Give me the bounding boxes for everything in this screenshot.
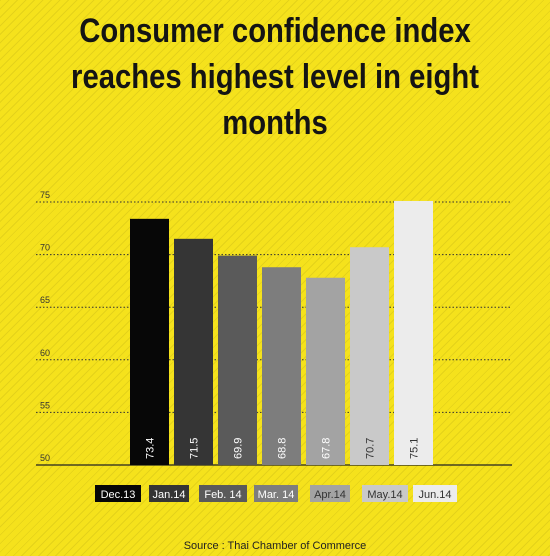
legend-swatch [95,485,141,502]
y-tick-label: 75 [40,190,50,200]
bar [130,218,169,465]
data-label: 69.9 [233,438,245,459]
legend-label: Mar. 14 [258,489,295,501]
data-labels: 73.4 71.5 69.9 68.8 67.8 70.7 75.1 [145,438,421,459]
y-tick-label: 70 [40,243,50,253]
data-label: 71.5 [189,438,201,459]
bar [394,200,433,465]
data-label: 73.4 [145,438,157,459]
legend: Dec.13 Jan.14 Feb. 14 Mar. 14 Apr.14 May.14 Ju… [95,485,457,502]
bar [306,277,345,465]
y-tick-label: 50 [40,453,50,463]
data-label: 70.7 [365,438,377,459]
legend-label: Feb. 14 [204,489,241,501]
legend-swatch [254,485,298,502]
data-label: 68.8 [277,438,289,459]
bar [350,247,389,465]
y-axis-ticks: 50 55 60 65 70 75 [40,190,50,463]
legend-swatch [199,485,247,502]
y-tick-label: 65 [40,295,50,305]
bar [262,267,301,465]
legend-label: Jan.14 [152,489,185,501]
legend-swatch [413,485,457,502]
bar [174,238,213,465]
legend-swatch [310,485,350,502]
legend-label: May.14 [367,489,402,501]
bar [218,255,257,465]
source-note: Source : Thai Chamber of Commerce [183,540,367,552]
legend-label: Dec.13 [101,489,136,501]
chart-title: Consumer confidence index reaches highes… [71,12,479,142]
y-tick-label: 55 [40,400,50,410]
y-tick-label: 60 [40,348,50,358]
legend-swatch [149,485,189,502]
bars [130,200,433,465]
legend-label: Apr.14 [314,489,346,501]
legend-swatch [362,485,408,502]
legend-label: Jun.14 [418,489,451,501]
data-label: 75.1 [409,438,421,459]
data-label: 67.8 [321,438,333,459]
